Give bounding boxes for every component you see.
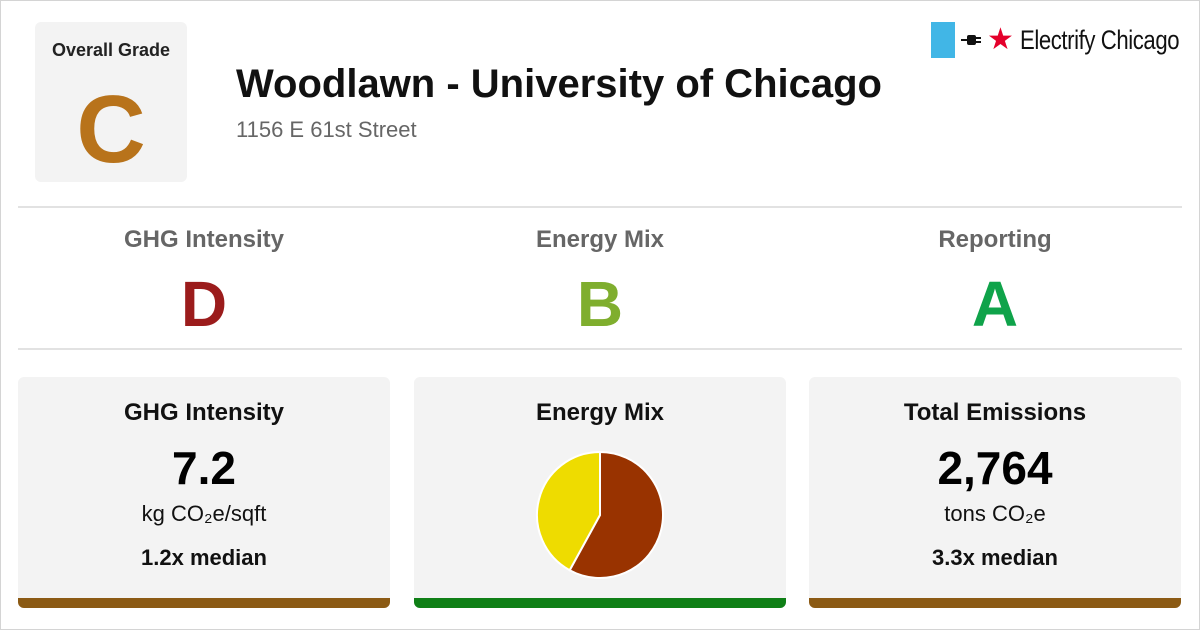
card-title: Total Emissions bbox=[903, 399, 1087, 426]
card-accent-bar bbox=[18, 598, 390, 608]
divider bbox=[18, 206, 1182, 208]
subgrade-energy-mix: Energy Mix B bbox=[414, 226, 786, 336]
ghg-intensity-unit: kg CO₂e/sqft bbox=[141, 501, 267, 526]
card-title: GHG Intensity bbox=[123, 399, 285, 426]
total-emissions-card: Total Emissions 2,764 tons CO₂e 3.3x med… bbox=[809, 377, 1181, 608]
divider bbox=[18, 348, 1182, 350]
energy-mix-pie-chart bbox=[536, 450, 664, 579]
subgrade-ghg-intensity: GHG Intensity D bbox=[18, 226, 390, 336]
star-icon: ★ bbox=[987, 23, 1014, 56]
subgrade-title: Energy Mix bbox=[535, 226, 665, 253]
subgrade-reporting: Reporting A bbox=[809, 226, 1181, 336]
building-name: Woodlawn - University of Chicago bbox=[236, 62, 882, 106]
ghg-intensity-median: 1.2x median bbox=[141, 545, 267, 570]
overall-grade-label: Overall Grade bbox=[51, 40, 171, 60]
total-emissions-value: 2,764 bbox=[937, 442, 1053, 494]
energy-mix-card: Energy Mix bbox=[414, 377, 786, 608]
subgrade-letter: A bbox=[971, 268, 1019, 340]
subgrade-letter: B bbox=[576, 268, 624, 340]
card-title: Energy Mix bbox=[535, 399, 665, 426]
flag-stripe-icon bbox=[931, 22, 955, 58]
plug-icon bbox=[961, 35, 981, 45]
overall-grade-letter: C bbox=[76, 76, 146, 183]
total-emissions-median: 3.3x median bbox=[932, 545, 1058, 570]
total-emissions-unit: tons CO₂e bbox=[944, 501, 1046, 526]
subgrade-title: Reporting bbox=[938, 226, 1052, 253]
building-address: 1156 E 61st Street bbox=[236, 117, 417, 142]
pie-slice-1 bbox=[536, 450, 601, 572]
pie-slice-0 bbox=[568, 450, 664, 579]
ghg-intensity-card: GHG Intensity 7.2 kg CO₂e/sqft 1.2x medi… bbox=[18, 377, 390, 608]
ghg-intensity-value: 7.2 bbox=[172, 442, 236, 494]
card-accent-bar bbox=[809, 598, 1181, 608]
brand-logo[interactable]: ★ Electrify Chicago bbox=[931, 22, 1200, 58]
subgrade-title: GHG Intensity bbox=[123, 226, 285, 253]
card-accent-bar bbox=[414, 598, 786, 608]
subgrade-letter: D bbox=[180, 268, 228, 340]
overall-grade-box: Overall Grade C bbox=[35, 22, 187, 182]
brand-name: Electrify Chicago bbox=[1019, 24, 1180, 55]
